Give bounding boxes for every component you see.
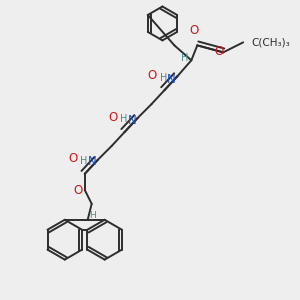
Text: H: H xyxy=(160,73,167,83)
Text: O: O xyxy=(108,111,117,124)
Text: H: H xyxy=(80,156,87,166)
Text: N: N xyxy=(128,114,137,127)
Text: N: N xyxy=(88,155,97,169)
Text: O: O xyxy=(214,45,224,58)
Text: O: O xyxy=(148,69,157,82)
Text: H: H xyxy=(120,114,127,124)
Text: H: H xyxy=(181,53,188,63)
Text: C(CH₃)₃: C(CH₃)₃ xyxy=(251,38,290,47)
Text: N: N xyxy=(167,73,176,86)
Text: H: H xyxy=(89,211,96,220)
Text: O: O xyxy=(73,184,83,197)
Text: O: O xyxy=(68,152,77,166)
Text: O: O xyxy=(190,24,199,37)
